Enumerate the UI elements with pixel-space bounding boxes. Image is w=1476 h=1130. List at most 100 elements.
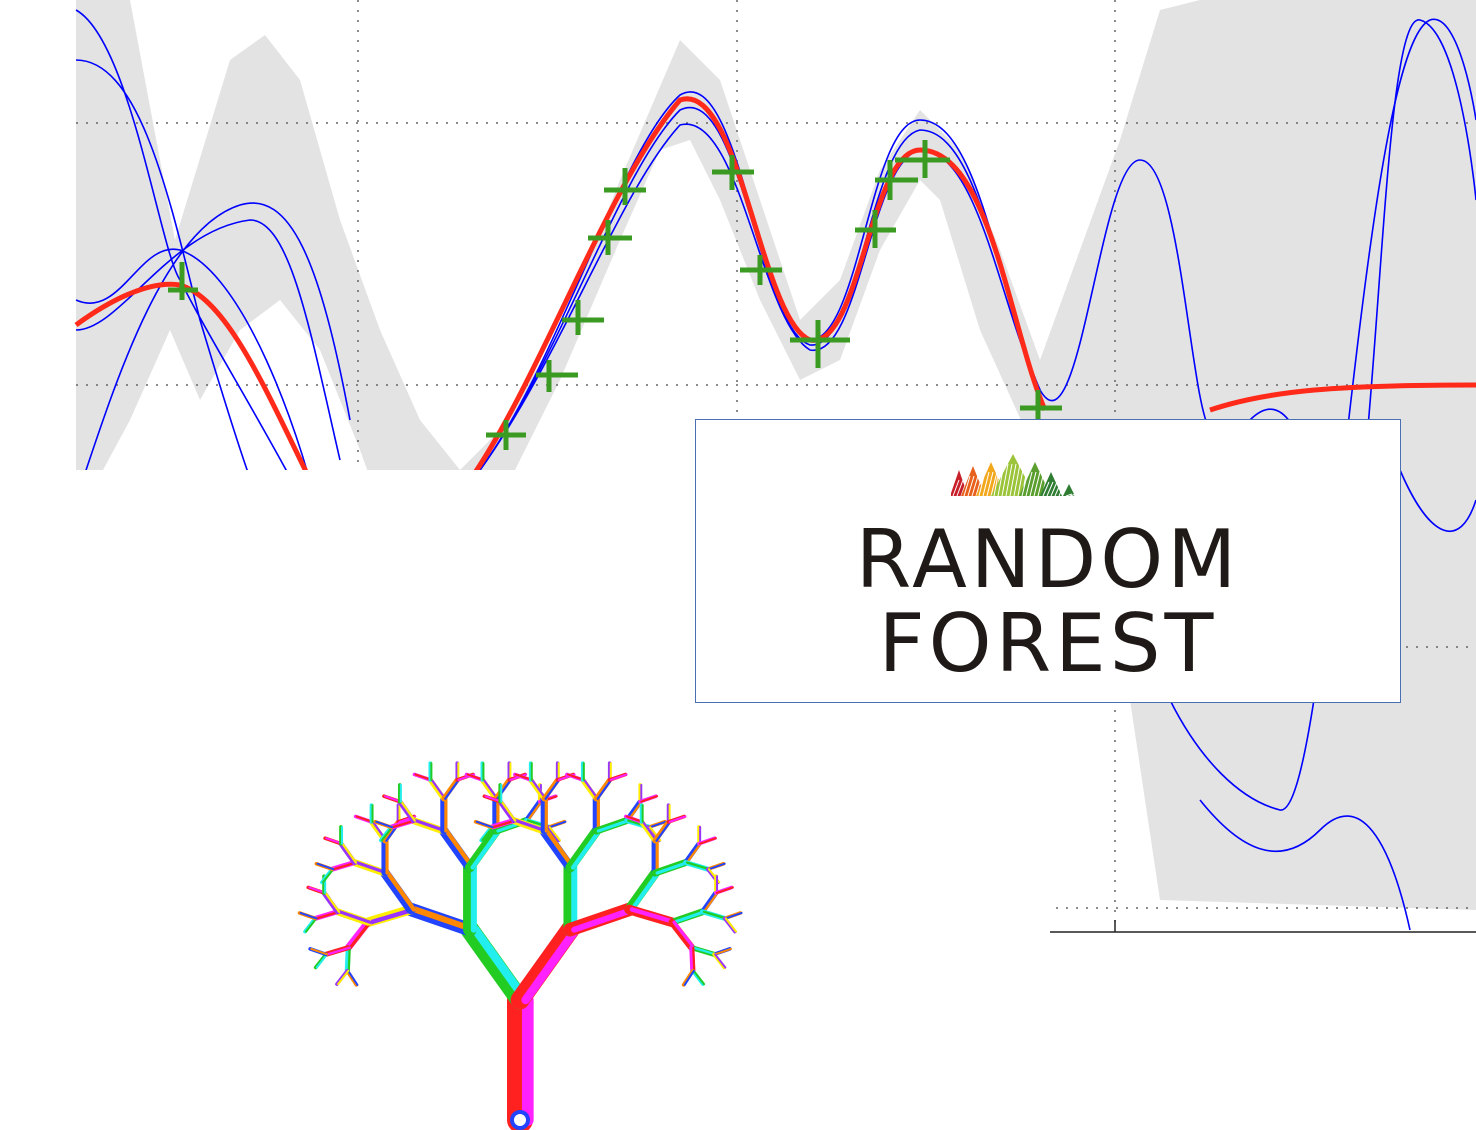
logo-hatch	[1009, 463, 1017, 497]
tree-branch	[441, 777, 460, 802]
tree-branch	[685, 861, 711, 871]
logo-hatch	[1042, 481, 1050, 497]
tree-branch	[510, 920, 580, 1010]
logo-hatch	[960, 479, 968, 497]
tree-branch	[470, 828, 501, 870]
logo-hatch	[1050, 481, 1058, 497]
tree-branch	[692, 946, 717, 956]
tree-branch	[397, 799, 416, 824]
tree-branch	[707, 862, 726, 871]
tree-branch	[344, 945, 351, 974]
tree-branch	[624, 868, 660, 915]
tree-branch	[344, 918, 372, 952]
logo-hatch	[978, 471, 986, 497]
tree-branch	[570, 828, 602, 870]
logo-hatch	[956, 479, 964, 497]
logo-hatch	[993, 463, 1001, 497]
tree-branch	[689, 945, 696, 974]
tree-branch	[714, 947, 732, 956]
tree-branch	[548, 826, 561, 842]
logo-hatch	[982, 471, 990, 497]
tree-branch	[385, 870, 417, 912]
logo-hatch	[967, 475, 975, 497]
tree-branch	[655, 820, 672, 842]
tree-branch	[714, 953, 727, 969]
tree-branch	[692, 946, 696, 973]
tree-branch	[299, 911, 318, 920]
logo-title-line-1: RANDOM	[855, 513, 1241, 606]
tree-branch	[672, 910, 707, 924]
logo-hatch	[975, 475, 983, 497]
tree-branch	[580, 777, 599, 802]
tree-branch	[324, 891, 341, 913]
tree-branch	[548, 820, 567, 829]
tree-branch	[565, 826, 602, 873]
logo-hatch	[1013, 463, 1021, 497]
logo-hatch	[1073, 493, 1081, 497]
tree-branch	[649, 820, 667, 829]
logo-hatch	[997, 463, 1005, 497]
tree-branch	[316, 862, 335, 871]
logo-hatch	[1037, 471, 1045, 497]
tree-branch	[380, 868, 416, 915]
tree-branch	[539, 826, 576, 873]
tree-branch	[544, 778, 561, 800]
tree-branch	[699, 837, 717, 845]
logo-hatch	[1069, 493, 1077, 497]
tree-branch	[315, 953, 329, 969]
tree-branch	[724, 917, 738, 933]
tree-branch	[683, 841, 702, 866]
logo-hatch	[1029, 471, 1037, 497]
tree-branch	[596, 818, 631, 833]
tree-branch	[541, 777, 561, 802]
logo-triangle	[1063, 484, 1075, 496]
tree-branch	[493, 777, 512, 802]
logo-hatch	[963, 475, 971, 497]
logo-hatch	[1046, 481, 1054, 497]
logo-hatch	[1033, 471, 1041, 497]
tree-branch	[652, 819, 672, 844]
tree-branch	[672, 920, 696, 950]
tree-branch	[593, 777, 613, 802]
tree-branch	[475, 820, 494, 829]
tree-branch	[724, 911, 743, 920]
tree-branch	[596, 778, 613, 800]
tree-branch	[479, 777, 499, 802]
tree-branch	[438, 826, 475, 873]
logo-hatch	[1065, 493, 1073, 497]
logo-hatch	[986, 471, 994, 497]
tree-branch	[347, 969, 359, 986]
random-forest-logo-card: RANDOM FOREST	[695, 419, 1401, 703]
tree-branch	[685, 842, 702, 864]
tree-branch	[460, 920, 530, 1010]
tree-branch	[500, 800, 517, 822]
logo-hatch	[1058, 481, 1066, 497]
tree-branch	[375, 820, 394, 829]
tree-branch	[523, 799, 543, 824]
tree-branch	[528, 777, 547, 802]
logo-hatch	[1025, 471, 1033, 497]
observation-markers	[168, 140, 1062, 450]
tree-branch	[668, 918, 696, 952]
tree-branch	[427, 777, 447, 802]
uncertainty-band	[76, 0, 1476, 910]
logo-hatch	[990, 471, 998, 497]
tree-branch	[464, 826, 501, 873]
logo-title-line-2: FOREST	[878, 597, 1218, 690]
tree-branch	[683, 969, 695, 986]
logo-hatch	[1054, 481, 1062, 497]
tree-branch	[400, 800, 416, 822]
tree-branch	[497, 799, 517, 824]
tree-branch	[341, 842, 358, 864]
tree-mark-icon	[951, 454, 1081, 497]
logo-hatch	[952, 479, 960, 497]
tree-branch	[348, 920, 372, 950]
tree-branch	[338, 910, 372, 924]
logo-triangle	[1019, 462, 1051, 496]
tree-branch	[338, 841, 357, 866]
tree-branch	[321, 868, 335, 884]
tree-branch	[655, 860, 690, 875]
tree-branch	[609, 773, 628, 781]
tree-branch	[629, 870, 661, 912]
logo-hatch	[1005, 463, 1013, 497]
